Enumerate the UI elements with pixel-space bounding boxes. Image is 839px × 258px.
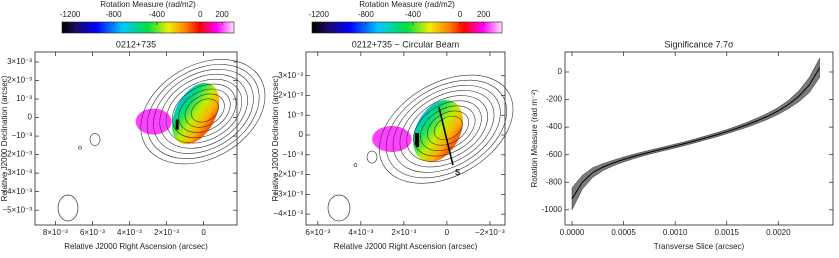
colorbar-tick-label: -800 bbox=[358, 10, 375, 19]
colorbar bbox=[61, 21, 235, 34]
x-axis-label: Relative J2000 Right Ascension (arcsec) bbox=[334, 242, 478, 251]
x-tick-label: 8×10⁻³ bbox=[43, 228, 68, 237]
x-tick-label: 0 bbox=[201, 228, 206, 237]
x-tick-label: 0 bbox=[445, 228, 450, 237]
contour bbox=[420, 105, 476, 151]
colorbar-tick-label: -400 bbox=[405, 10, 422, 19]
beam bbox=[327, 194, 351, 222]
contour bbox=[392, 85, 501, 173]
x-tick-label: −2×10⁻³ bbox=[475, 228, 505, 237]
contour bbox=[153, 69, 254, 154]
y-tick-label: 3×10⁻³ bbox=[7, 57, 32, 66]
x-tick-label: 2×10⁻³ bbox=[154, 228, 179, 237]
y-tick-label: -400 bbox=[546, 122, 563, 131]
slice-line bbox=[438, 106, 454, 166]
x-tick-label: 2×10⁻³ bbox=[391, 228, 416, 237]
y-tick-label: 2×10⁻³ bbox=[278, 91, 303, 100]
y-tick-label: 0 bbox=[28, 113, 33, 122]
y-tick-label: -1000 bbox=[542, 205, 563, 214]
data-line bbox=[571, 67, 821, 200]
y-tick-label: -600 bbox=[546, 150, 563, 159]
y-tick-label: −10⁻³ bbox=[12, 131, 33, 140]
plot-frame bbox=[34, 51, 238, 226]
colorbar bbox=[311, 21, 503, 34]
y-tick-label: -800 bbox=[546, 177, 563, 186]
contour bbox=[399, 90, 495, 168]
error-band bbox=[571, 58, 820, 210]
y-tick-label: −2×10⁻³ bbox=[273, 170, 303, 179]
y-axis-label: Relative J2000 Declination (arcsec) bbox=[0, 75, 9, 201]
contour bbox=[89, 133, 101, 146]
colorbar-tick-label: -800 bbox=[106, 10, 123, 19]
y-tick-label: −5×10⁻³ bbox=[2, 205, 32, 214]
contour bbox=[433, 115, 463, 141]
contour bbox=[146, 64, 260, 159]
rm-region bbox=[372, 126, 412, 153]
plot-frame bbox=[564, 51, 834, 226]
x-tick-label: 4×10⁻³ bbox=[117, 228, 142, 237]
contour bbox=[78, 145, 82, 150]
rm-region bbox=[413, 100, 463, 162]
colorbar-tick-label: -1200 bbox=[60, 10, 81, 19]
x-tick-label: 0.0005 bbox=[611, 228, 636, 237]
y-tick-label: 3×10⁻³ bbox=[278, 71, 303, 80]
x-tick-label: 6×10⁻³ bbox=[305, 228, 330, 237]
rm-region bbox=[172, 82, 220, 145]
colorbar-tick-label: -1200 bbox=[308, 10, 329, 19]
annotation: S bbox=[455, 168, 461, 177]
plot-title: Significance 7.7σ bbox=[664, 39, 734, 49]
y-tick-label: −3×10⁻³ bbox=[273, 189, 303, 198]
y-tick-label: 2×10⁻³ bbox=[7, 76, 32, 85]
y-axis-label: Rotation Measure (rad m⁻²) bbox=[530, 89, 539, 187]
y-tick-label: 0 bbox=[299, 130, 304, 139]
rm-region bbox=[414, 133, 419, 146]
plot-title: 0212+735 bbox=[116, 39, 156, 49]
y-tick-label: -200 bbox=[546, 95, 563, 104]
contour bbox=[191, 98, 219, 123]
y-tick-label: −4×10⁻³ bbox=[273, 209, 303, 218]
rm-region bbox=[175, 119, 179, 130]
x-axis-label: Transverse Slice (arcsec) bbox=[654, 242, 745, 251]
y-tick-label: −10⁻³ bbox=[283, 150, 304, 159]
x-tick-label: 0.0010 bbox=[663, 228, 688, 237]
y-tick-label: 10⁻³ bbox=[16, 94, 32, 103]
contour bbox=[406, 95, 488, 162]
contour bbox=[353, 163, 358, 167]
colorbar-tick-label: -400 bbox=[149, 10, 166, 19]
contour bbox=[178, 88, 231, 133]
contour bbox=[165, 78, 243, 144]
x-tick-label: 4×10⁻³ bbox=[348, 228, 373, 237]
y-axis-label: Relative J2000 Declination (arcsec) bbox=[271, 75, 280, 201]
plot-title: 0212+735 − Circular Beam bbox=[352, 39, 460, 49]
x-tick-label: 0.0000 bbox=[560, 228, 585, 237]
contour bbox=[385, 79, 507, 179]
contour bbox=[366, 150, 378, 164]
contour bbox=[140, 59, 266, 165]
contour bbox=[184, 93, 225, 128]
x-tick-label: 6×10⁻³ bbox=[80, 228, 105, 237]
y-tick-label: −3×10⁻³ bbox=[2, 168, 32, 177]
colorbar-tick-label: 200 bbox=[215, 10, 229, 19]
x-tick-label: 0.0020 bbox=[766, 228, 791, 237]
colorbar-tick-label: 0 bbox=[198, 10, 203, 19]
contour bbox=[413, 100, 482, 157]
y-tick-label: 10⁻³ bbox=[287, 110, 303, 119]
map-image bbox=[57, 59, 266, 222]
beam bbox=[57, 194, 79, 222]
plot-frame bbox=[305, 51, 506, 226]
colorbar-tick-label: 0 bbox=[458, 10, 463, 19]
x-axis-label: Relative J2000 Right Ascension (arcsec) bbox=[64, 242, 208, 251]
colorbar-tick-label: 200 bbox=[477, 10, 491, 19]
y-tick-label: −2×10⁻³ bbox=[2, 150, 32, 159]
x-tick-label: 0.0015 bbox=[715, 228, 740, 237]
colorbar-label: Rotation Measure (rad/m2) bbox=[359, 0, 455, 9]
contour bbox=[172, 83, 237, 139]
colorbar-label: Rotation Measure (rad/m2) bbox=[100, 0, 196, 9]
y-tick-label: −4×10⁻³ bbox=[2, 187, 32, 196]
y-tick-label: 0 bbox=[558, 67, 563, 76]
contour bbox=[379, 74, 514, 184]
contour bbox=[159, 73, 248, 149]
map-image bbox=[327, 74, 514, 222]
